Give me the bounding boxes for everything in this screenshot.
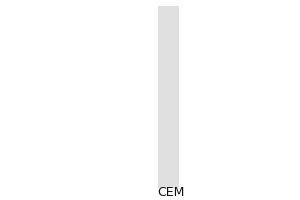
Bar xyxy=(158,6,178,188)
Text: CEM: CEM xyxy=(157,186,185,198)
